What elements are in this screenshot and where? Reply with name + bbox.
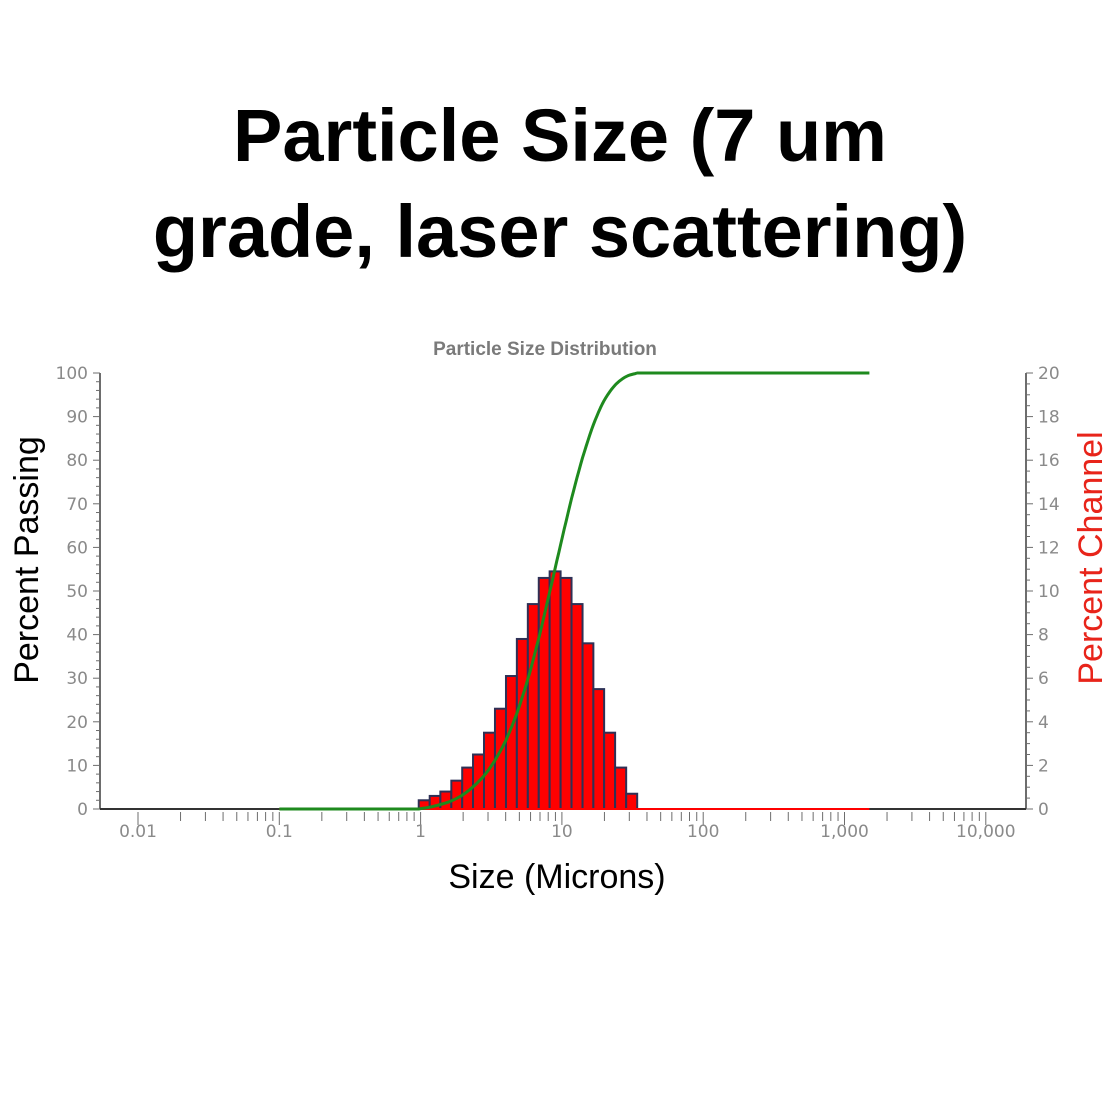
channel-bar bbox=[504, 675, 518, 811]
channel-bar bbox=[559, 576, 573, 810]
y-axis-right-title: Percent Channel bbox=[1072, 431, 1110, 684]
y-right-tick-label: 16 bbox=[1038, 451, 1060, 471]
main-title-line-1: Particle Size (7 um bbox=[233, 94, 887, 177]
y-left-tick-label: 60 bbox=[66, 538, 88, 558]
x-tick-label: 0.1 bbox=[266, 822, 293, 842]
channel-bar bbox=[526, 603, 540, 811]
channel-bar bbox=[603, 731, 617, 811]
x-tick-label: 1 bbox=[415, 822, 426, 842]
y-left-tick-label: 70 bbox=[66, 495, 88, 515]
channel-bar bbox=[592, 688, 606, 810]
y-left-tick-label: 100 bbox=[56, 364, 88, 384]
axes: 0 10 20 30 40 50 60 70 80 90 100 0 2 4 6 8 10 12 14 16 18 20 0… bbox=[56, 364, 1060, 842]
chart-title: Particle Size Distribution bbox=[433, 339, 657, 360]
channel-bar bbox=[614, 766, 628, 811]
y-axis-left-title: Percent Passing bbox=[8, 436, 46, 684]
x-axis-title: Size (Microns) bbox=[448, 858, 665, 896]
y-left-tick-label: 40 bbox=[66, 626, 88, 646]
y-left-tick-label: 30 bbox=[66, 669, 88, 689]
channel-bar bbox=[581, 642, 595, 810]
y-left-tick-label: 50 bbox=[66, 582, 88, 602]
x-tick-label: 100 bbox=[687, 822, 719, 842]
main-title-line-2: grade, laser scattering) bbox=[152, 190, 968, 273]
channel-bar bbox=[625, 792, 639, 810]
y-right-tick-label: 8 bbox=[1038, 626, 1049, 646]
x-tick-label: 10 bbox=[551, 822, 573, 842]
channel-bar bbox=[548, 570, 562, 810]
y-right-tick-label: 10 bbox=[1038, 582, 1060, 602]
y-right-tick-label: 4 bbox=[1038, 713, 1049, 733]
y-right-tick-label: 2 bbox=[1038, 756, 1049, 776]
y-left-tick-label: 0 bbox=[77, 800, 88, 820]
x-tick-label: 1,000 bbox=[820, 822, 869, 842]
y-right-tick-label: 20 bbox=[1038, 364, 1060, 384]
channel-bar bbox=[570, 603, 584, 811]
y-left-tick-label: 10 bbox=[66, 756, 88, 776]
percent-passing-line bbox=[279, 371, 870, 811]
y-left-tick-label: 90 bbox=[66, 408, 88, 428]
channel-bars bbox=[417, 570, 639, 811]
lines bbox=[279, 371, 870, 811]
y-right-tick-label: 12 bbox=[1038, 538, 1060, 558]
y-right-tick-label: 18 bbox=[1038, 408, 1060, 428]
y-right-tick-label: 6 bbox=[1038, 669, 1049, 689]
x-tick-label: 0.01 bbox=[119, 822, 157, 842]
y-left-tick-label: 80 bbox=[66, 451, 88, 471]
y-right-tick-label: 14 bbox=[1038, 495, 1060, 515]
main-title: Particle Size (7 um grade, laser scatter… bbox=[0, 88, 1120, 280]
y-right-tick-label: 0 bbox=[1038, 800, 1049, 820]
channel-bar bbox=[515, 637, 529, 811]
x-tick-label: 10,000 bbox=[956, 822, 1015, 842]
axis-titles: Size (Microns) Percent Passing Percent C… bbox=[8, 431, 1110, 896]
y-left-tick-label: 20 bbox=[66, 713, 88, 733]
